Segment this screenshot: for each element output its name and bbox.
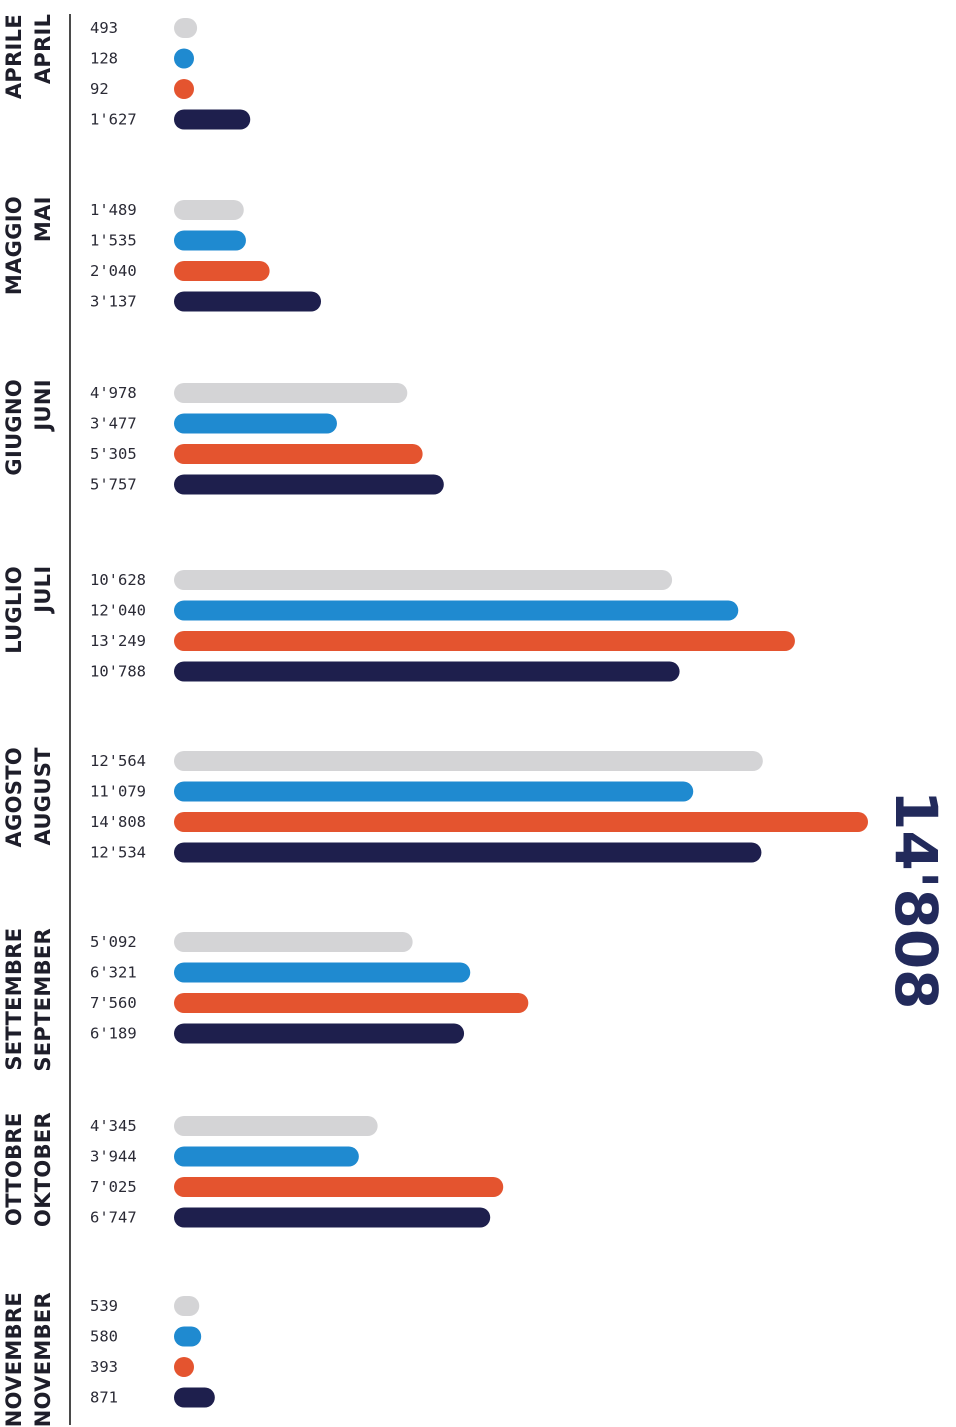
bar-1-0: [174, 200, 244, 220]
value-label-4-1: 11'079: [90, 783, 146, 801]
bar-0-3: [174, 109, 251, 130]
bar-7-2: [174, 1357, 194, 1377]
value-label-2-0: 4'978: [90, 384, 137, 402]
value-label-0-0: 493: [90, 19, 118, 37]
bar-1-1: [174, 230, 246, 251]
bar-0-2: [174, 79, 194, 99]
value-label-6-1: 3'944: [90, 1148, 137, 1166]
value-label-1-1: 1'535: [90, 232, 137, 250]
bar-2-1: [174, 413, 337, 434]
value-label-7-3: 871: [90, 1389, 118, 1407]
bar-3-2: [174, 631, 795, 651]
value-label-3-1: 12'040: [90, 602, 146, 620]
bar-2-2: [174, 444, 423, 464]
bar-4-2: [174, 812, 868, 832]
bar-5-2: [174, 993, 529, 1013]
bar-7-0: [174, 1296, 200, 1316]
value-label-2-2: 5'305: [90, 445, 137, 463]
bar-5-3: [174, 1023, 465, 1044]
bar-6-0: [174, 1116, 378, 1136]
bar-7-3: [174, 1387, 215, 1408]
bar-5-1: [174, 962, 471, 983]
value-label-5-1: 6'321: [90, 964, 137, 982]
value-label-1-2: 2'040: [90, 262, 137, 280]
value-label-0-2: 92: [90, 80, 109, 98]
value-label-7-0: 539: [90, 1297, 118, 1315]
bar-3-0: [174, 570, 673, 590]
value-label-7-1: 580: [90, 1328, 118, 1346]
bar-1-3: [174, 291, 322, 312]
bar-0-0: [174, 18, 198, 38]
bar-3-3: [174, 661, 680, 682]
value-label-4-3: 12'534: [90, 844, 146, 862]
bar-1-2: [174, 261, 270, 281]
value-label-4-0: 12'564: [90, 752, 146, 770]
value-label-6-0: 4'345: [90, 1117, 137, 1135]
value-label-2-3: 5'757: [90, 476, 137, 494]
value-label-3-2: 13'249: [90, 632, 146, 650]
value-label-5-0: 5'092: [90, 933, 137, 951]
bar-2-0: [174, 383, 408, 403]
bar-4-0: [174, 751, 763, 771]
value-label-1-3: 3'137: [90, 293, 137, 311]
value-label-5-2: 7'560: [90, 994, 137, 1012]
bar-7-1: [174, 1326, 202, 1347]
bar-3-1: [174, 600, 739, 621]
value-label-0-3: 1'627: [90, 111, 137, 129]
bar-4-3: [174, 842, 762, 863]
value-label-3-3: 10'788: [90, 663, 146, 681]
bar-2-3: [174, 474, 444, 495]
bar-6-1: [174, 1146, 359, 1167]
bar-4-1: [174, 781, 694, 802]
vertical-axis-line: [69, 14, 71, 1425]
value-label-3-0: 10'628: [90, 571, 146, 589]
value-label-7-2: 393: [90, 1358, 118, 1376]
value-label-4-2: 14'808: [90, 813, 146, 831]
bar-0-1: [174, 48, 194, 69]
value-label-2-1: 3'477: [90, 415, 137, 433]
value-label-6-2: 7'025: [90, 1178, 137, 1196]
value-label-5-3: 6'189: [90, 1025, 137, 1043]
bar-6-3: [174, 1207, 491, 1228]
highlight-value: 14'808: [882, 790, 950, 1010]
bar-6-2: [174, 1177, 504, 1197]
value-label-1-0: 1'489: [90, 201, 137, 219]
bar-5-0: [174, 932, 413, 952]
value-label-0-1: 128: [90, 50, 118, 68]
value-label-6-3: 6'747: [90, 1209, 137, 1227]
